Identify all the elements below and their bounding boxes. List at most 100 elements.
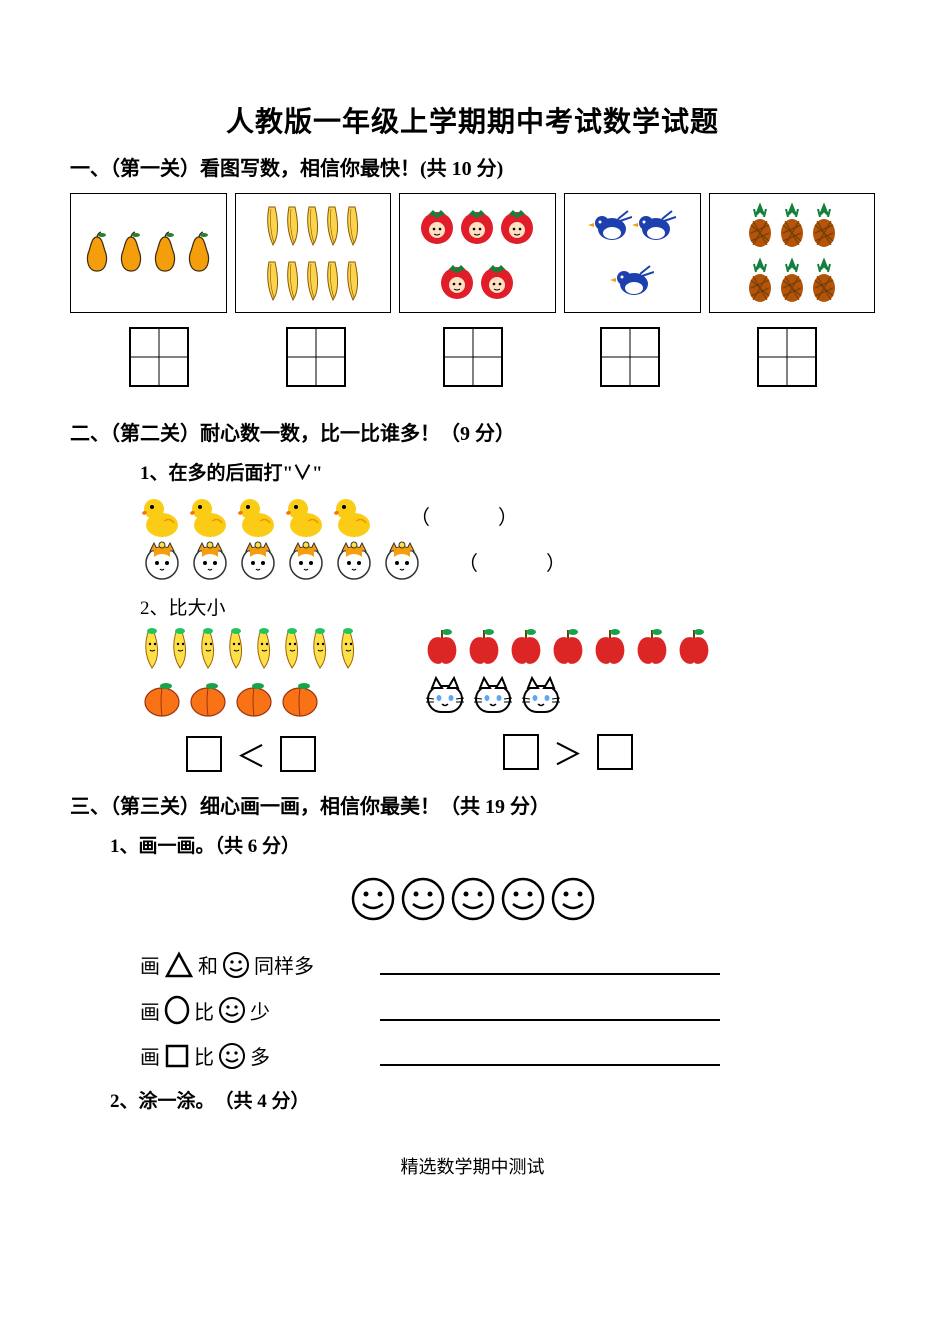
answer-grid[interactable]	[286, 327, 346, 387]
section3-heading: 三、（第三关）细心画一画，相信你最美！（共 19 分）	[70, 790, 875, 819]
banana-icon	[263, 203, 283, 249]
number-box[interactable]	[597, 734, 633, 770]
number-box[interactable]	[186, 736, 222, 772]
number-box[interactable]	[503, 734, 539, 770]
banana-green-icon	[280, 626, 306, 672]
smiley-ref-icon	[218, 1042, 246, 1070]
pineapple-icon	[808, 258, 840, 304]
pineapple-icon	[744, 203, 776, 249]
draw-answer-line[interactable]	[380, 1019, 720, 1021]
apple-icon	[548, 626, 588, 668]
banana-icon	[283, 203, 303, 249]
square-icon	[164, 1043, 190, 1069]
section2-heading: 二、（第二关）耐心数一数，比一比谁多！（9 分）	[70, 417, 875, 446]
cat-icon	[284, 539, 328, 583]
count-row-duck: （ ）	[140, 491, 875, 539]
peach-icon	[186, 678, 230, 718]
apple-icon	[590, 626, 630, 668]
pear-icon	[182, 231, 216, 275]
q1-cell-pineapple	[709, 193, 875, 313]
check-blank[interactable]: （ ）	[410, 501, 520, 530]
draw-suffix: 少	[250, 996, 270, 1025]
draw-prefix: 画	[140, 1041, 160, 1070]
number-box[interactable]	[280, 736, 316, 772]
banana-green-icon	[308, 626, 334, 672]
apple-icon	[464, 626, 504, 668]
draw-instruction-row: 画和 同样多	[140, 950, 875, 979]
duck-icon	[284, 491, 328, 539]
section1-image-row	[70, 193, 875, 313]
pineapple-icon	[776, 258, 808, 304]
draw-instruction-row: 画比 少	[140, 995, 875, 1025]
section1-heading: 一、（第一关）看图写数，相信你最快！(共 10 分)	[70, 152, 875, 181]
section3-q2-label: 2、涂一涂。 （共 4 分）	[110, 1086, 875, 1113]
peach-icon	[278, 678, 322, 718]
page-title: 人教版一年级上学期期中考试数学试题	[70, 100, 875, 140]
triangle-icon	[164, 951, 194, 979]
q1-cell-bluebird	[564, 193, 701, 313]
compare-left: ＜	[140, 626, 362, 776]
q1-cell-pear	[70, 193, 227, 313]
duck-icon	[188, 491, 232, 539]
pineapple-icon	[776, 203, 808, 249]
banana-icon	[263, 258, 283, 304]
banana-green-icon	[168, 626, 194, 672]
draw-prefix: 画	[140, 996, 160, 1025]
circle-icon	[164, 995, 190, 1025]
draw-answer-line[interactable]	[380, 973, 720, 975]
smiley-icon	[400, 876, 446, 922]
page-footer: 精选数学期中测试	[70, 1153, 875, 1179]
pineapple-icon	[808, 203, 840, 249]
pineapple-icon	[744, 258, 776, 304]
compare-operator: ＞	[553, 730, 583, 774]
kitty-icon	[518, 674, 564, 716]
count-row-cat: （ ）	[140, 539, 875, 583]
apple-icon	[674, 626, 714, 668]
banana-green-icon	[140, 626, 166, 672]
bluebird-icon	[610, 262, 654, 300]
section2-q2-row: ＜ ＞	[140, 626, 875, 776]
peach-icon	[140, 678, 184, 718]
smiley-ref-icon	[218, 996, 246, 1024]
cat-icon	[332, 539, 376, 583]
draw-mid: 比	[194, 996, 214, 1025]
tomato-kid-icon	[437, 259, 477, 303]
apple-icon	[506, 626, 546, 668]
cat-icon	[236, 539, 280, 583]
draw-suffix: 同样多	[254, 950, 314, 979]
answer-grid[interactable]	[443, 327, 503, 387]
draw-mid: 比	[194, 1041, 214, 1070]
compare-expression: ＜	[140, 732, 362, 776]
kitty-icon	[470, 674, 516, 716]
answer-grid[interactable]	[600, 327, 660, 387]
bluebird-icon	[588, 207, 632, 245]
banana-icon	[323, 258, 343, 304]
draw-suffix: 多	[250, 1041, 270, 1070]
duck-icon	[140, 491, 184, 539]
bluebird-icon	[632, 207, 676, 245]
section2-q2-label: 2、比大小	[140, 593, 875, 620]
cat-icon	[140, 539, 184, 583]
compare-operator: ＜	[236, 732, 266, 776]
draw-answer-line[interactable]	[380, 1064, 720, 1066]
duck-icon	[236, 491, 280, 539]
check-blank[interactable]: （ ）	[458, 547, 568, 576]
tomato-kid-icon	[417, 204, 457, 248]
peach-icon	[232, 678, 276, 718]
answer-grid[interactable]	[129, 327, 189, 387]
smiley-icon	[500, 876, 546, 922]
smiley-icon	[350, 876, 396, 922]
banana-icon	[343, 203, 363, 249]
q1-cell-tomato-kid	[399, 193, 556, 313]
cat-icon	[188, 539, 232, 583]
banana-green-icon	[252, 626, 278, 672]
tomato-kid-icon	[457, 204, 497, 248]
cat-icon	[380, 539, 424, 583]
tomato-kid-icon	[497, 204, 537, 248]
page: 人教版一年级上学期期中考试数学试题 一、（第一关）看图写数，相信你最快！(共 1…	[0, 0, 945, 1219]
apple-icon	[632, 626, 672, 668]
tomato-kid-icon	[477, 259, 517, 303]
answer-grid[interactable]	[757, 327, 817, 387]
smiley-ref-icon	[222, 951, 250, 979]
compare-right: ＞	[422, 626, 714, 776]
